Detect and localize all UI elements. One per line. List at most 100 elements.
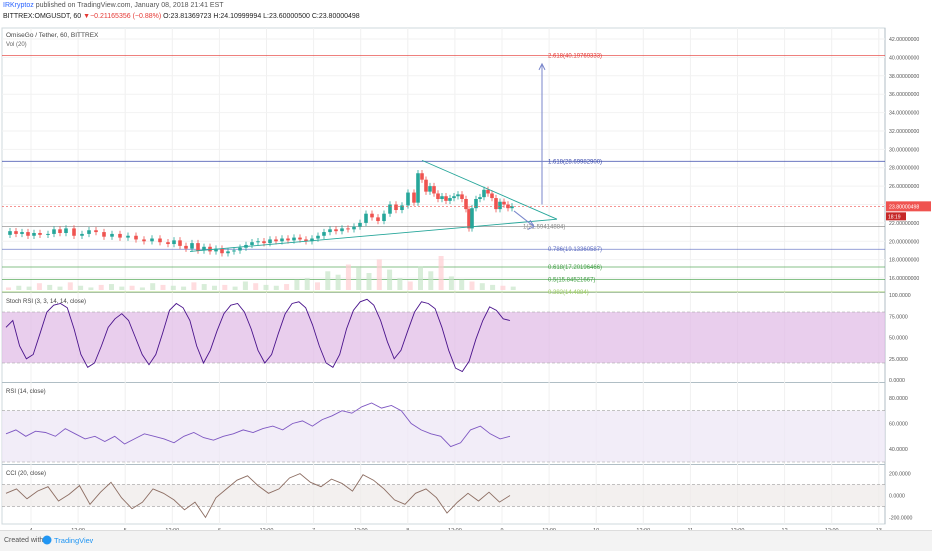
candle-body [494, 198, 498, 210]
target-arrow-head [538, 62, 546, 71]
candle-body [250, 242, 254, 245]
candle-body [26, 232, 30, 236]
volume-bar [139, 287, 145, 290]
countdown-marker [886, 212, 906, 221]
candle-body [486, 189, 490, 194]
trendline-support [189, 218, 558, 252]
fib-level-label: 1(21.59414884) [523, 225, 565, 231]
candle-body [370, 213, 374, 218]
y-tick-label: 40.00000000 [889, 55, 919, 61]
candle-body [467, 209, 471, 229]
y-tick-label: 18.00000000 [889, 258, 919, 264]
y-tick-label: 42.00000000 [889, 37, 919, 43]
fib-level-label: 0.618(17.20196466) [548, 265, 602, 271]
cci-title: CCI (20, close) [6, 471, 46, 477]
volume-bar [253, 283, 259, 290]
candle-body [214, 248, 218, 252]
volume-label: Vol (20) [6, 42, 27, 48]
author-link[interactable]: IRKryptoz [3, 2, 34, 9]
candle-body [286, 238, 290, 241]
candle-body [424, 179, 428, 192]
x-tick-label: 12:00 [636, 528, 650, 530]
x-tick-label: 12:00 [354, 528, 368, 530]
chart-area[interactable]: 4 12:00 5 12:00 6 12:00 7 12:00 8 12:00 9 12:00 10 12… [0, 24, 932, 530]
x-tick-label: 4 [29, 528, 32, 530]
countdown-label: 18:19 [888, 214, 901, 220]
fib-level-label: 1.618(28.69982900) [548, 159, 602, 165]
stoch-rsi-title: Stoch RSI (3, 3, 14, 14, close) [6, 299, 86, 305]
candle-body [52, 229, 56, 234]
candle-body [510, 206, 514, 209]
cci-line [5, 473, 511, 519]
x-tick-label: 5 [124, 528, 127, 530]
candle-body [94, 230, 98, 233]
volume-bar [98, 284, 104, 290]
volume-bar [26, 286, 32, 290]
volume-bar [335, 274, 341, 290]
candle-body [440, 196, 444, 199]
candle-body [394, 204, 398, 211]
volume-bar [366, 273, 372, 290]
candle-body [502, 201, 506, 205]
rsi-tick-label: 80.0000 [889, 396, 908, 402]
volume-bar [490, 284, 496, 290]
volume-bar [469, 281, 475, 290]
candle-body [262, 241, 266, 244]
down-arrow-line [513, 210, 535, 227]
volume-bar [36, 283, 42, 290]
candle-body [32, 233, 36, 236]
volume-bar [212, 285, 217, 290]
candle-body [274, 239, 278, 242]
rsi-tick-label: 40.0000 [889, 447, 908, 453]
candle-body [8, 231, 12, 235]
candle-body [498, 201, 502, 210]
rsi-title: RSI (14, close) [6, 389, 46, 395]
volume-bar [170, 285, 176, 290]
x-tick-label: 12:00 [825, 528, 839, 530]
candle-body [316, 235, 320, 239]
volume-bar [294, 279, 300, 290]
volume-bar [222, 284, 228, 290]
candle-body [452, 196, 456, 199]
created-with-label: Created with [4, 537, 44, 544]
x-tick-label: 12:00 [260, 528, 274, 530]
volume-bar [263, 284, 269, 290]
volume-bar [479, 283, 485, 290]
volume-bar [356, 267, 362, 290]
volume-bar [397, 278, 403, 290]
stoch-rsi-line [5, 298, 511, 373]
x-tick-label: 6 [218, 528, 221, 530]
x-tick-label: 13 [876, 528, 882, 530]
volume-bar [201, 284, 207, 290]
volume-bar [232, 286, 238, 290]
volume-bar [315, 282, 320, 290]
candle-body [202, 246, 206, 251]
tradingview-logo[interactable]: TradingView [41, 534, 93, 546]
y-tick-label: 16.00000000 [889, 276, 919, 282]
y-tick-label: 28.00000000 [889, 166, 919, 172]
stoch-rsi-tick-label: 0.0000 [889, 378, 905, 384]
volume-bar [242, 281, 248, 290]
candle-body [158, 238, 162, 243]
rsi-line [5, 402, 511, 448]
volume-bar [510, 286, 516, 290]
symbol-info: BITTREX:OMGUSDT, 60 ▼−0.21165356 (−0.88%… [3, 13, 360, 20]
candle-body [470, 208, 474, 229]
stoch-rsi-tick-label: 100.0000 [889, 293, 911, 299]
candle-body [436, 193, 440, 199]
volume-bar [284, 284, 290, 290]
candle-body [490, 193, 494, 199]
volume-bar [150, 283, 156, 290]
volume-bar [191, 282, 197, 290]
candle-body [142, 239, 146, 242]
candle-body [150, 238, 154, 242]
volume-bar [16, 285, 22, 290]
candle-body [184, 245, 188, 249]
volume-bar [78, 285, 84, 290]
svg-text:TradingView: TradingView [54, 536, 93, 545]
volume-bar [6, 287, 11, 290]
fib-level-label: 0.382(14.4884) [548, 290, 589, 296]
candle-body [46, 233, 50, 235]
candle-body [190, 243, 194, 249]
volume-bar [47, 284, 53, 290]
